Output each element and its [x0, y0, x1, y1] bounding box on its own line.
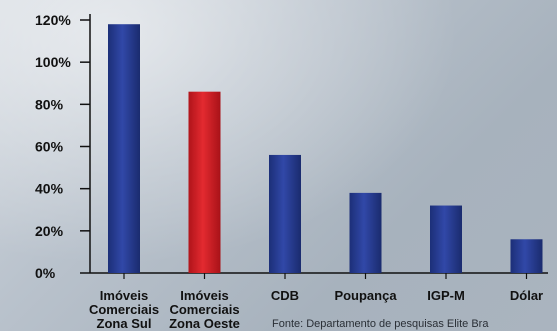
- y-tick-label: 40%: [35, 181, 64, 197]
- x-tick-label: Imóveis Comerciais Zona Sul: [89, 288, 159, 331]
- bar: [510, 239, 543, 273]
- x-tick-label: Dólar: [510, 288, 543, 303]
- y-tick-label: 100%: [35, 54, 71, 70]
- bars: [108, 24, 543, 273]
- y-tick-label: 0%: [35, 265, 56, 281]
- y-tick-label: 20%: [35, 223, 64, 239]
- bar: [349, 192, 382, 273]
- y-axis-ticks: 0% 20% 40% 60% 80% 100% 120%: [35, 12, 90, 281]
- x-tick-label: Imóveis Comerciais Zona Oeste: [169, 288, 240, 331]
- x-tick-label: Poupança: [334, 288, 397, 303]
- y-tick-label: 80%: [35, 96, 64, 112]
- bar: [430, 205, 462, 273]
- x-tick-label: IGP-M: [427, 288, 465, 303]
- bar: [269, 154, 301, 273]
- source-note: Fonte: Departamento de pesquisas Elite B…: [272, 318, 489, 330]
- y-tick-label: 60%: [35, 139, 64, 155]
- x-tick-label: CDB: [271, 288, 299, 303]
- y-tick-label: 120%: [35, 12, 71, 28]
- chart-axes: [89, 14, 548, 274]
- bar: [188, 91, 221, 273]
- bar: [108, 24, 140, 273]
